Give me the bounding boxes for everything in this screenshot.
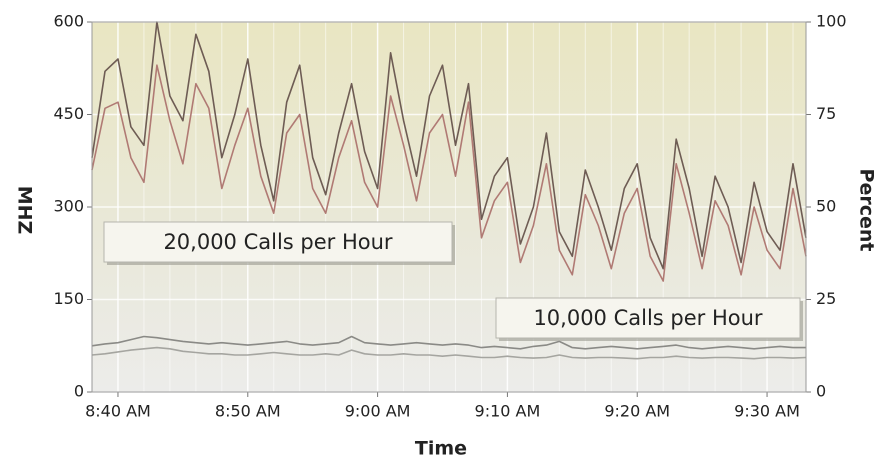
- x-axis-title: Time: [415, 438, 467, 460]
- y-tick-label: 600: [53, 12, 84, 31]
- y2-axis-title: Percent: [856, 169, 878, 252]
- series-line: [91, 21, 807, 270]
- x-tick-label: 8:40 AM: [85, 402, 151, 421]
- annotation: 20,000 Calls per Hour: [163, 230, 392, 254]
- y2-tick-label: 25: [816, 289, 836, 308]
- y-tick-label: 450: [53, 104, 84, 123]
- x-tick-label: 9:00 AM: [345, 402, 411, 421]
- series-line: [91, 64, 807, 282]
- x-tick-label: 8:50 AM: [215, 402, 281, 421]
- y-tick-label: 150: [53, 289, 84, 308]
- axes: 0 150 300 450 600 0 25 50 75 100 8:40 AM 8:50 AM 9:0…: [53, 12, 846, 421]
- y2-tick-label: 75: [816, 104, 836, 123]
- y-tick-label: 0: [74, 382, 84, 401]
- x-tick-label: 9:10 AM: [475, 402, 541, 421]
- annotation-box: [495, 297, 801, 339]
- x-tick-label: 9:20 AM: [604, 402, 670, 421]
- annotation-box: [103, 221, 453, 263]
- series-line: [91, 335, 806, 350]
- y-tick-label: 300: [53, 197, 84, 216]
- y2-tick-label: 100: [816, 12, 847, 31]
- x-tick-label: 9:30 AM: [734, 402, 800, 421]
- y2-tick-label: 0: [816, 382, 826, 401]
- lines: [91, 21, 807, 360]
- series-line: [91, 346, 807, 360]
- plot-frame: [91, 21, 807, 393]
- annotation: 10,000 Calls per Hour: [533, 306, 762, 330]
- y2-tick-label: 50: [816, 197, 836, 216]
- y-axis-title: MHZ: [14, 186, 36, 235]
